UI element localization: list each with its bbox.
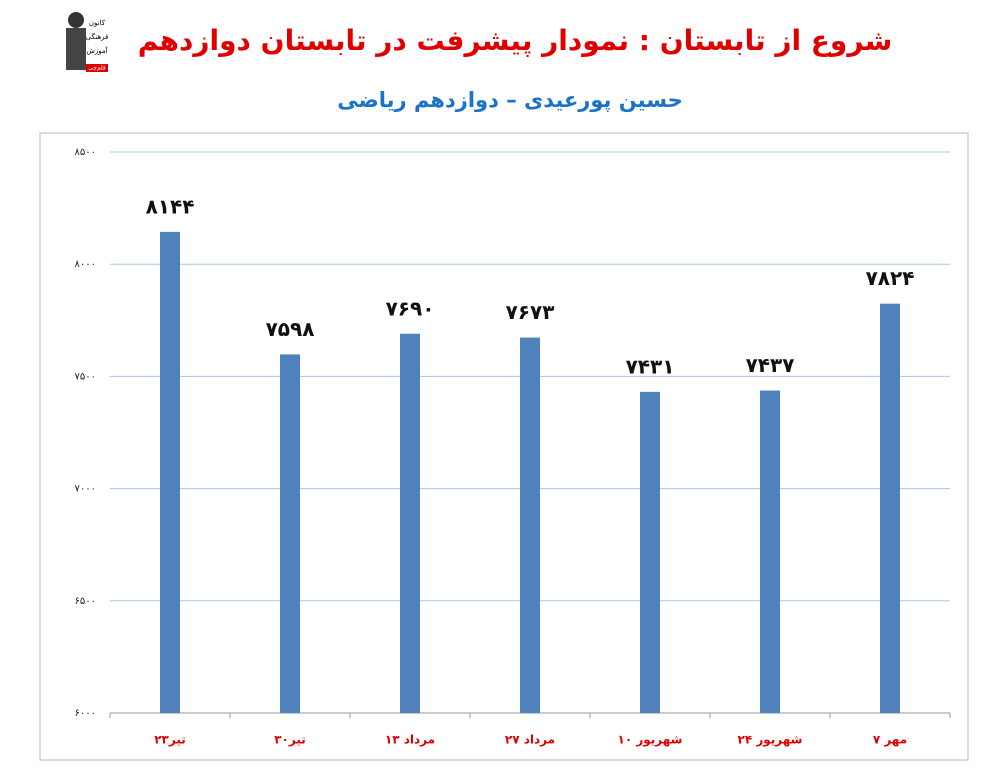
logo-icon <box>68 12 84 28</box>
value-label: ۸۱۴۴ <box>146 194 195 218</box>
logo-text: کانون <box>89 19 106 27</box>
logo-icon <box>86 64 108 72</box>
chart-frame <box>39 132 969 761</box>
bar <box>760 390 780 713</box>
value-label: ۷۶۷۳ <box>506 300 555 324</box>
value-label: ۷۸۲۴ <box>866 266 915 290</box>
x-tick-label: ۲۷ مرداد <box>505 733 555 747</box>
logo-text: فرهنگی <box>86 32 109 41</box>
y-tick-label: ۷۰۰۰ <box>75 484 96 495</box>
plot-area: ۶۰۰۰ ۶۵۰۰ ۷۰۰۰ ۷۵۰۰ ۸۰۰۰ ۸۵۰۰ ۸۱۴۴ ۲۳تیر ۷۵۹۸ ۳۰ت… <box>75 147 951 748</box>
y-tick-label: ۸۵۰۰ <box>75 147 96 158</box>
value-label: ۷۵۹۸ <box>266 317 315 341</box>
y-tick-label: ۷۵۰۰ <box>75 371 96 382</box>
logo-icon <box>66 28 86 70</box>
logo: کانون فرهنگی آموزش قلم‌چی <box>66 12 109 72</box>
x-tick-label: ۱۰ شهریور <box>618 733 683 748</box>
x-tick-label: ۳۰تیر <box>274 733 306 747</box>
chart-title: شروع از تابستان : نمودار پیشرفت در تابست… <box>138 24 893 57</box>
x-tick-label: ۲۴ شهریور <box>738 733 803 748</box>
chart-subtitle: حسین پورعیدی – دوازدهم ریاضی <box>337 88 682 112</box>
value-label: ۷۴۳۱ <box>626 354 675 378</box>
x-tick-label: ۱۳ مرداد <box>385 733 435 747</box>
x-tick-label: ۷ مهر <box>873 733 907 747</box>
y-tick-label: ۸۰۰۰ <box>75 259 96 270</box>
y-tick-label: ۶۵۰۰ <box>75 596 96 607</box>
value-label: ۷۴۳۷ <box>746 353 795 377</box>
bar <box>520 337 540 713</box>
bar <box>280 354 300 713</box>
bar <box>160 231 180 713</box>
x-tick-label: ۲۳تیر <box>154 733 186 747</box>
logo-text: آموزش <box>86 46 108 55</box>
y-tick-label: ۶۰۰۰ <box>75 708 96 719</box>
value-label: ۷۶۹۰ <box>386 296 435 320</box>
bar <box>400 333 420 713</box>
logo-text: قلم‌چی <box>88 65 106 72</box>
bar <box>880 303 900 713</box>
bar <box>640 391 660 713</box>
